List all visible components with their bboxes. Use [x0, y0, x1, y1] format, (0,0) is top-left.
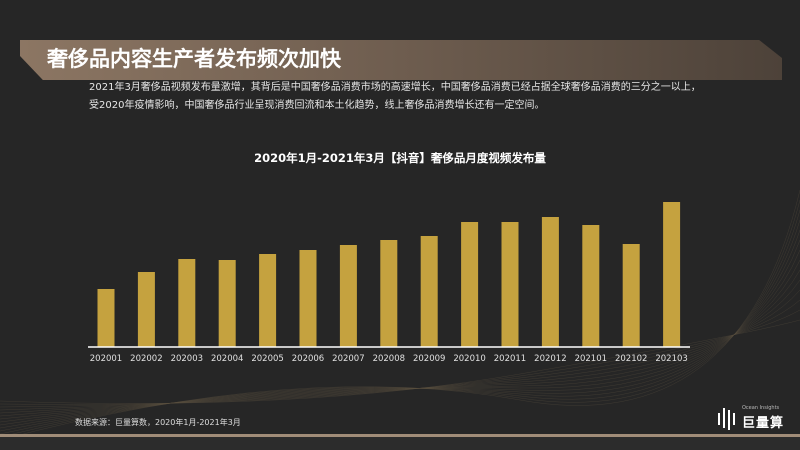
x-tick-label: 202007: [332, 354, 364, 364]
x-tick-label: 202102: [615, 354, 647, 364]
x-tick-label: 202009: [413, 354, 445, 364]
chart-title: 2020年1月-2021年3月【抖音】奢侈品月度视频发布量: [254, 151, 546, 165]
x-tick-label: 202001: [90, 354, 122, 364]
x-tick-label: 202006: [292, 354, 324, 364]
bar-202011: [501, 222, 519, 347]
footer-band: [0, 437, 800, 450]
background-mesh: [0, 189, 800, 441]
bar-202007: [339, 245, 357, 347]
description-line: 受2020年疫情影响，中国奢侈品行业呈现消费回流和本土化趋势，线上奢侈品消费增长…: [89, 100, 545, 111]
bar-202103: [663, 202, 681, 347]
x-tick-label: 202101: [575, 354, 607, 364]
bar-202006: [299, 250, 317, 347]
bar-202009: [420, 236, 438, 347]
bar-202004: [218, 260, 236, 347]
bar-202005: [259, 254, 277, 347]
bar-202003: [178, 259, 196, 347]
footer-divider: [0, 434, 800, 437]
x-tick-label: 202103: [655, 354, 687, 364]
x-tick-label: 202008: [373, 354, 405, 364]
title-banner: [20, 40, 782, 80]
logo: Ocean Insights 巨量算数: [716, 405, 792, 450]
bar-202102: [622, 244, 640, 347]
bar-202002: [137, 272, 155, 347]
page-title: 奢侈品内容生产者发布频次加快: [47, 47, 341, 71]
x-tick-label: 202004: [211, 354, 243, 364]
bar-202001: [97, 289, 115, 347]
logo-icon: [718, 408, 735, 430]
x-tick-label: 202005: [251, 354, 283, 364]
logo-subtext: Ocean Insights: [742, 405, 780, 411]
bar-202008: [380, 240, 398, 347]
description-line: 2021年3月奢侈品视频发布量激增，其背后是中国奢侈品消费市场的高速增长，中国奢…: [89, 82, 701, 93]
x-tick-label: 202003: [171, 354, 203, 364]
x-tick-label: 202010: [453, 354, 485, 364]
data-source: 数据来源：巨量算数，2020年1月-2021年3月: [75, 418, 241, 427]
description: 2021年3月奢侈品视频发布量激增，其背后是中国奢侈品消费市场的高速增长，中国奢…: [89, 79, 729, 115]
bar-202010: [461, 222, 479, 347]
bar-202012: [541, 217, 559, 347]
x-tick-label: 202012: [534, 354, 566, 364]
mesh-line: [0, 319, 800, 404]
bar-202101: [582, 225, 600, 347]
x-tick-label: 202002: [130, 354, 162, 364]
x-tick-label: 202011: [494, 354, 526, 364]
